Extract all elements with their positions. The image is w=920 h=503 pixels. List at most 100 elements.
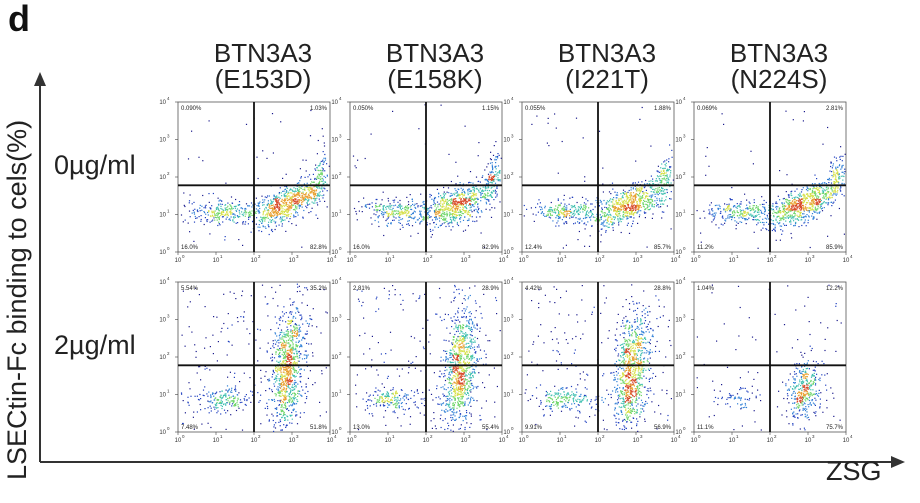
y-tick-label: 10 <box>675 430 682 436</box>
facs-plot-svg: 0.069% 2.81%11.2% 85.9%1001001011011021021… <box>675 96 853 264</box>
quadrant-ll-label: 16.0% <box>181 245 199 251</box>
x-tick-exponent: 4 <box>850 434 853 439</box>
y-tick-exponent: 3 <box>683 314 686 319</box>
y-tick-label: 10 <box>331 393 338 399</box>
y-tick-exponent: 3 <box>511 314 514 319</box>
y-tick-label: 10 <box>503 280 510 286</box>
facs-plot-r1-c2: 0.050% 1.15% 16.0% 82.9% 10 0 10 0 10 1 10 1 10 2 10 2 1… <box>331 96 509 264</box>
x-tick-label: 10 <box>327 258 334 264</box>
quadrant-ur-label: 1.03% <box>310 106 328 112</box>
quadrant-ul-label: 0.050% <box>353 106 374 112</box>
x-tick-exponent: 2 <box>258 254 261 259</box>
quadrant-ul-label: 0.090% <box>181 106 202 112</box>
x-tick-exponent: 1 <box>392 434 395 439</box>
y-tick-exponent: 3 <box>167 134 170 139</box>
quadrant-lr-label: 55.4% <box>482 425 500 431</box>
facs-plot-r2-c2: 2.81% 28.9% 13.0% 55.4% 10 0 10 0 10 1 10 1 10 2 10 2 10… <box>331 276 509 444</box>
y-tick-exponent: 2 <box>683 171 686 176</box>
y-tick-label: 10 <box>331 250 338 256</box>
quadrant-ur-label: 1.88% <box>654 106 672 112</box>
quadrant-ur-label: 35.2% <box>310 286 328 292</box>
x-tick-label: 10 <box>595 258 602 264</box>
x-tick-label: 10 <box>729 438 736 444</box>
y-tick-label: 10 <box>503 250 510 256</box>
x-tick-exponent: 0 <box>182 254 185 259</box>
quadrant-lr-label: 56.9% <box>654 425 672 431</box>
y-tick-exponent: 1 <box>683 209 686 214</box>
facs-plot-r2-c3: 4.42% 28.8% 9.91% 56.9% 10 0 10 0 10 1 10 1 10 2 10 2 10… <box>503 276 681 444</box>
y-tick-exponent: 2 <box>167 171 170 176</box>
x-tick-label: 10 <box>175 438 182 444</box>
quadrant-ur-label: 2.81% <box>826 106 844 112</box>
y-tick-exponent: 0 <box>167 246 170 251</box>
x-tick-label: 10 <box>347 438 354 444</box>
x-tick-exponent: 3 <box>296 254 299 259</box>
y-tick-exponent: 4 <box>339 96 342 101</box>
x-tick-exponent: 2 <box>430 434 433 439</box>
x-tick-label: 10 <box>251 438 258 444</box>
y-tick-label: 10 <box>159 138 166 144</box>
quadrant-ur-label: 1.15% <box>482 106 500 112</box>
column-title-1-line2: (E153D) <box>214 64 312 94</box>
x-tick-label: 10 <box>633 258 640 264</box>
x-tick-exponent: 1 <box>220 434 223 439</box>
column-title-2-line1: BTN3A3 <box>385 38 485 68</box>
x-tick-exponent: 2 <box>258 434 261 439</box>
y-tick-label: 10 <box>675 138 682 144</box>
y-tick-exponent: 3 <box>511 134 514 139</box>
x-tick-label: 10 <box>805 438 812 444</box>
x-tick-exponent: 4 <box>678 254 681 259</box>
facs-plot-svg: 0.055% 1.88%12.4% 85.7%1001001011011021021… <box>503 96 681 264</box>
quadrant-ur-label: 12.2% <box>826 286 844 292</box>
x-tick-label: 10 <box>557 438 564 444</box>
y-tick-label: 10 <box>159 355 166 361</box>
x-tick-exponent: 4 <box>334 254 337 259</box>
y-tick-exponent: 0 <box>683 426 686 431</box>
density-points <box>523 106 674 249</box>
quadrant-lr-label: 82.9% <box>482 245 500 251</box>
x-tick-exponent: 3 <box>812 434 815 439</box>
y-tick-exponent: 1 <box>511 209 514 214</box>
y-tick-exponent: 0 <box>339 426 342 431</box>
x-tick-exponent: 0 <box>698 434 701 439</box>
quadrant-ul-label: 0.055% <box>525 106 546 112</box>
x-tick-label: 10 <box>557 258 564 264</box>
y-tick-label: 10 <box>503 393 510 399</box>
facs-plot-svg: 5.54% 35.2%7.48% 51.8%10010010110110210210… <box>159 276 337 444</box>
row-label-2ug: 2µg/ml <box>54 330 136 360</box>
x-tick-exponent: 1 <box>392 254 395 259</box>
x-tick-label: 10 <box>385 438 392 444</box>
quadrant-ul-label: 0.069% <box>697 106 718 112</box>
x-tick-label: 10 <box>251 258 258 264</box>
x-tick-exponent: 3 <box>296 434 299 439</box>
x-tick-label: 10 <box>691 258 698 264</box>
y-tick-exponent: 2 <box>167 351 170 356</box>
facs-plot-r1-c3: 0.055% 1.88% 12.4% 85.7% 10 0 10 0 10 1 10 1 10 2 10 2 1… <box>503 96 681 264</box>
x-tick-label: 10 <box>691 438 698 444</box>
y-tick-label: 10 <box>503 213 510 219</box>
quadrant-ll-label: 11.1% <box>697 425 714 431</box>
x-tick-exponent: 4 <box>850 254 853 259</box>
quadrant-lr-label: 51.8% <box>310 425 328 431</box>
column-title-3-line1: BTN3A3 <box>557 38 657 68</box>
quadrant-lr-label: 82.8% <box>310 245 328 251</box>
y-axis-title: LSECtin-Fc binding to cels(%) <box>2 119 32 480</box>
quadrant-ll-label: 9.91% <box>525 425 543 431</box>
quadrant-ll-label: 12.4% <box>525 245 543 251</box>
x-tick-label: 10 <box>633 438 640 444</box>
x-tick-exponent: 4 <box>506 434 509 439</box>
x-tick-exponent: 2 <box>774 434 777 439</box>
y-tick-exponent: 4 <box>167 276 170 281</box>
x-axis-arrow <box>891 456 905 468</box>
y-tick-exponent: 0 <box>511 426 514 431</box>
row-label-0ug: 0µg/ml <box>54 150 136 180</box>
x-tick-exponent: 0 <box>526 434 529 439</box>
x-tick-label: 10 <box>213 258 220 264</box>
quadrant-ul-label: 5.54% <box>181 286 199 292</box>
y-tick-exponent: 0 <box>511 246 514 251</box>
x-tick-label: 10 <box>843 258 850 264</box>
y-tick-exponent: 0 <box>167 426 170 431</box>
y-tick-exponent: 4 <box>683 96 686 101</box>
y-tick-label: 10 <box>331 280 338 286</box>
